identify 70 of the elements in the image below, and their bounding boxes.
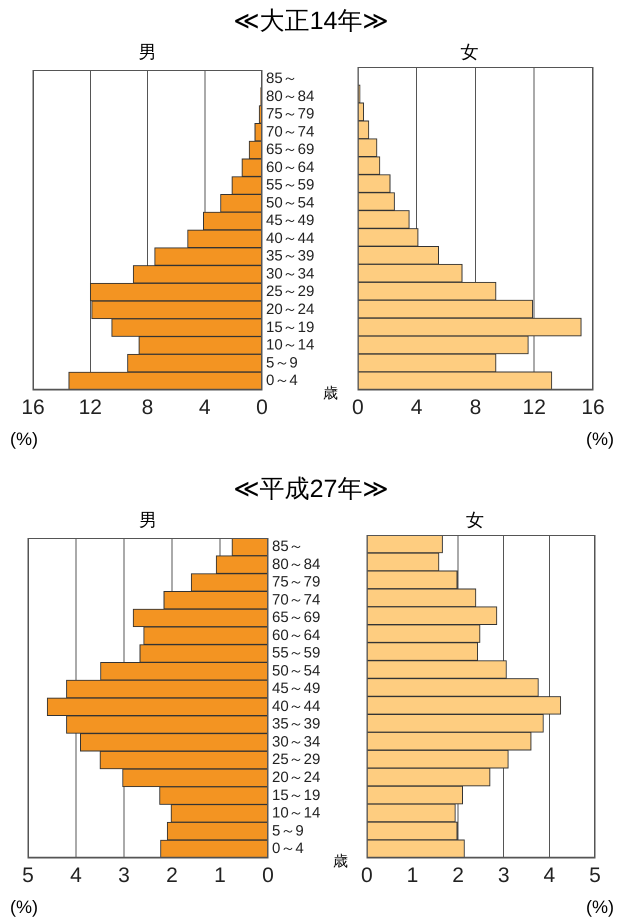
chart-subtitle: 男 bbox=[138, 41, 158, 64]
y-tick-label: 85～ bbox=[272, 538, 304, 556]
y-tick-label: 50～54 bbox=[272, 662, 320, 680]
y-tick-label: 20～24 bbox=[266, 300, 314, 318]
x-tick-label: 3 bbox=[118, 864, 130, 888]
x-axis-title: (%) bbox=[586, 897, 614, 918]
x-tick-label: 4 bbox=[70, 864, 82, 888]
x-tick-label: 3 bbox=[498, 864, 510, 888]
chart-subtitle: 男 bbox=[138, 509, 158, 532]
y-tick-label: 65～69 bbox=[272, 609, 320, 626]
x-tick-label: 1 bbox=[214, 864, 226, 888]
x-axis-title: (%) bbox=[10, 897, 38, 918]
y-tick-label: 0～4 bbox=[266, 372, 298, 390]
x-tick-label: 4 bbox=[198, 396, 211, 420]
x-tick-label: 8 bbox=[470, 396, 482, 420]
y-tick-label: 80～84 bbox=[266, 88, 314, 105]
x-tick-label: 12 bbox=[522, 396, 546, 420]
y-tick-label: 75～79 bbox=[266, 106, 314, 123]
y-tick-label: 75～79 bbox=[272, 574, 320, 591]
y-tick-label: 5～9 bbox=[272, 822, 304, 840]
y-axis-title: 歳 bbox=[323, 384, 338, 403]
y-tick-label: 10～14 bbox=[266, 336, 314, 354]
y-tick-label: 50～54 bbox=[266, 194, 314, 212]
y-tick-label: 10～14 bbox=[272, 804, 320, 822]
y-tick-label: 40～44 bbox=[272, 698, 320, 715]
y-tick-label: 80～84 bbox=[272, 556, 320, 573]
x-tick-label: 0 bbox=[256, 396, 268, 420]
x-tick-label: 8 bbox=[142, 396, 154, 420]
x-tick-label: 4 bbox=[410, 396, 423, 420]
y-tick-label: 45～49 bbox=[272, 680, 320, 698]
y-tick-label: 55～59 bbox=[272, 644, 320, 662]
x-tick-label: 16 bbox=[21, 396, 45, 420]
y-tick-label: 35～39 bbox=[266, 248, 314, 265]
y-tick-label: 30～34 bbox=[266, 265, 314, 282]
chart-title: ≪大正14年≫ bbox=[232, 6, 390, 37]
chart-subtitle: 女 bbox=[465, 509, 485, 532]
x-tick-label: 12 bbox=[78, 396, 102, 420]
x-tick-label: 4 bbox=[544, 864, 556, 888]
x-tick-label: 16 bbox=[581, 396, 605, 420]
y-tick-label: 60～64 bbox=[266, 158, 314, 176]
x-tick-label: 2 bbox=[166, 864, 178, 888]
x-tick-label: 5 bbox=[22, 864, 34, 888]
y-tick-label: 45～49 bbox=[266, 212, 314, 230]
x-axis-title: (%) bbox=[586, 429, 614, 450]
y-tick-label: 25～29 bbox=[272, 751, 320, 768]
x-axis-title: (%) bbox=[10, 429, 38, 450]
x-tick-label: 0 bbox=[262, 864, 274, 888]
y-tick-label: 60～64 bbox=[272, 626, 320, 644]
y-tick-label: 5～9 bbox=[266, 354, 298, 372]
y-tick-label: 40～44 bbox=[266, 230, 314, 247]
y-tick-label: 70～74 bbox=[266, 123, 314, 140]
y-tick-label: 0～4 bbox=[272, 840, 304, 858]
y-tick-label: 30～34 bbox=[272, 733, 320, 750]
y-tick-label: 70～74 bbox=[272, 591, 320, 608]
y-tick-label: 85～ bbox=[266, 70, 298, 88]
y-tick-label: 55～59 bbox=[266, 176, 314, 194]
x-tick-label: 0 bbox=[352, 396, 364, 420]
x-tick-label: 1 bbox=[406, 864, 418, 888]
y-tick-label: 15～19 bbox=[266, 318, 314, 336]
y-tick-label: 25～29 bbox=[266, 283, 314, 300]
x-tick-label: 0 bbox=[360, 864, 373, 888]
y-axis-title: 歳 bbox=[333, 852, 348, 871]
y-tick-label: 20～24 bbox=[272, 768, 320, 786]
y-tick-label: 35～39 bbox=[272, 716, 320, 733]
x-tick-label: 2 bbox=[452, 864, 464, 888]
x-tick-label: 5 bbox=[589, 864, 601, 888]
chart-subtitle: 女 bbox=[460, 41, 480, 64]
y-tick-label: 65～69 bbox=[266, 141, 314, 158]
chart-title: ≪平成27年≫ bbox=[232, 474, 390, 505]
y-tick-label: 15～19 bbox=[272, 786, 320, 804]
